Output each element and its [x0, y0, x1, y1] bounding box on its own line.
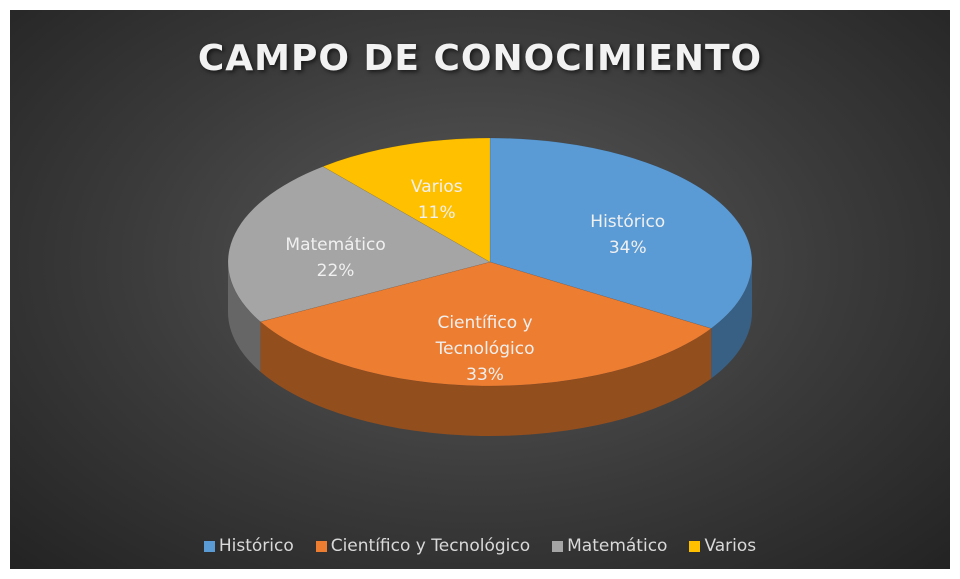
legend-label: Matemático: [567, 536, 668, 556]
legend-item: Científico y Tecnológico: [315, 536, 531, 556]
legend-swatch: [689, 540, 701, 552]
data-label-name: Histórico: [590, 211, 666, 232]
chart: CAMPO DE CONOCIMIENTO Histórico Científic…: [10, 10, 950, 569]
slice: [322, 137, 491, 263]
slice: [489, 137, 753, 329]
data-label: Científico y Tecnológico 33%: [410, 310, 560, 388]
slice-side: [711, 262, 752, 379]
legend-label: Científico y Tecnológico: [330, 536, 531, 556]
chart-title: CAMPO DE CONOCIMIENTO: [197, 38, 763, 79]
legend-item: Histórico: [203, 536, 294, 556]
data-label-value: 22%: [316, 260, 355, 281]
slice: [227, 166, 491, 323]
data-label-value: 34%: [608, 237, 647, 258]
legend-swatch: [203, 540, 215, 552]
data-label-name: Matemático: [285, 234, 386, 255]
data-label: Matemático 22%: [261, 232, 411, 284]
slice-side: [260, 321, 712, 437]
data-label-value: 11%: [417, 202, 456, 223]
data-label: Histórico 34%: [553, 209, 703, 261]
data-label: Varios 11%: [362, 174, 512, 226]
pie: [227, 137, 753, 437]
slice: [259, 261, 712, 387]
data-label-name: Científico y Tecnológico: [435, 312, 535, 359]
legend-swatch: [552, 540, 564, 552]
slice-side: [228, 262, 261, 372]
legend-label: Histórico: [218, 536, 294, 556]
legend-label: Varios: [704, 536, 757, 556]
data-label-name: Varios: [410, 176, 463, 197]
legend: Histórico Científico y Tecnológico Matemát…: [10, 536, 950, 556]
data-label-value: 33%: [466, 364, 504, 385]
legend-swatch: [315, 540, 327, 552]
legend-item: Matemático: [552, 536, 667, 556]
legend-item: Varios: [689, 536, 756, 556]
